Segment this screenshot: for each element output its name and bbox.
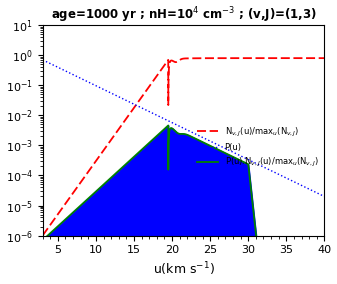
- N$_{v,J}$(u)/max$_u$(N$_{v,J}$): [224, 57, 228, 60]
- P(u): [40, 58, 44, 62]
- P(u): [92, 83, 96, 86]
- Line: P(u): P(u): [42, 60, 325, 197]
- N$_{v,J}$(u)/max$_u$(N$_{v,J}$): [148, 83, 152, 87]
- Line: N$_{v,J}$(u)/max$_u$(N$_{v,J}$): N$_{v,J}$(u)/max$_u$(N$_{v,J}$): [42, 58, 325, 235]
- P(u): [272, 170, 276, 174]
- N$_{v,J}$(u)/max$_u$(N$_{v,J}$): [272, 57, 276, 60]
- P(u).N$_{v,J}$(u)/max$_u$(N$_{v,J}$): [92, 192, 96, 195]
- N$_{v,J}$(u)/max$_u$(N$_{v,J}$): [40, 234, 44, 237]
- P(u).N$_{v,J}$(u)/max$_u$(N$_{v,J}$): [210, 145, 214, 148]
- Title: age=1000 yr ; nH=10$^4$ cm$^{-3}$ ; (v,J)=(1,3): age=1000 yr ; nH=10$^4$ cm$^{-3}$ ; (v,J…: [51, 6, 316, 25]
- P(u).N$_{v,J}$(u)/max$_u$(N$_{v,J}$): [166, 124, 170, 127]
- P(u).N$_{v,J}$(u)/max$_u$(N$_{v,J}$): [148, 140, 152, 144]
- N$_{v,J}$(u)/max$_u$(N$_{v,J}$): [210, 57, 214, 60]
- P(u): [224, 147, 228, 151]
- P(u).N$_{v,J}$(u)/max$_u$(N$_{v,J}$): [224, 152, 228, 155]
- P(u): [148, 110, 152, 114]
- Legend: N$_{v,J}$(u)/max$_u$(N$_{v,J}$), P(u), P(u).N$_{v,J}$(u)/max$_u$(N$_{v,J}$): N$_{v,J}$(u)/max$_u$(N$_{v,J}$), P(u), P…: [195, 124, 320, 171]
- P(u): [251, 160, 255, 164]
- Line: P(u).N$_{v,J}$(u)/max$_u$(N$_{v,J}$): P(u).N$_{v,J}$(u)/max$_u$(N$_{v,J}$): [42, 126, 325, 284]
- N$_{v,J}$(u)/max$_u$(N$_{v,J}$): [323, 57, 327, 60]
- P(u).N$_{v,J}$(u)/max$_u$(N$_{v,J}$): [40, 239, 44, 242]
- N$_{v,J}$(u)/max$_u$(N$_{v,J}$): [251, 57, 255, 60]
- X-axis label: u(km s$^{-1}$): u(km s$^{-1}$): [153, 261, 214, 278]
- N$_{v,J}$(u)/max$_u$(N$_{v,J}$): [92, 162, 96, 166]
- P(u).N$_{v,J}$(u)/max$_u$(N$_{v,J}$): [251, 205, 255, 208]
- P(u): [210, 140, 214, 143]
- P(u): [323, 195, 327, 198]
